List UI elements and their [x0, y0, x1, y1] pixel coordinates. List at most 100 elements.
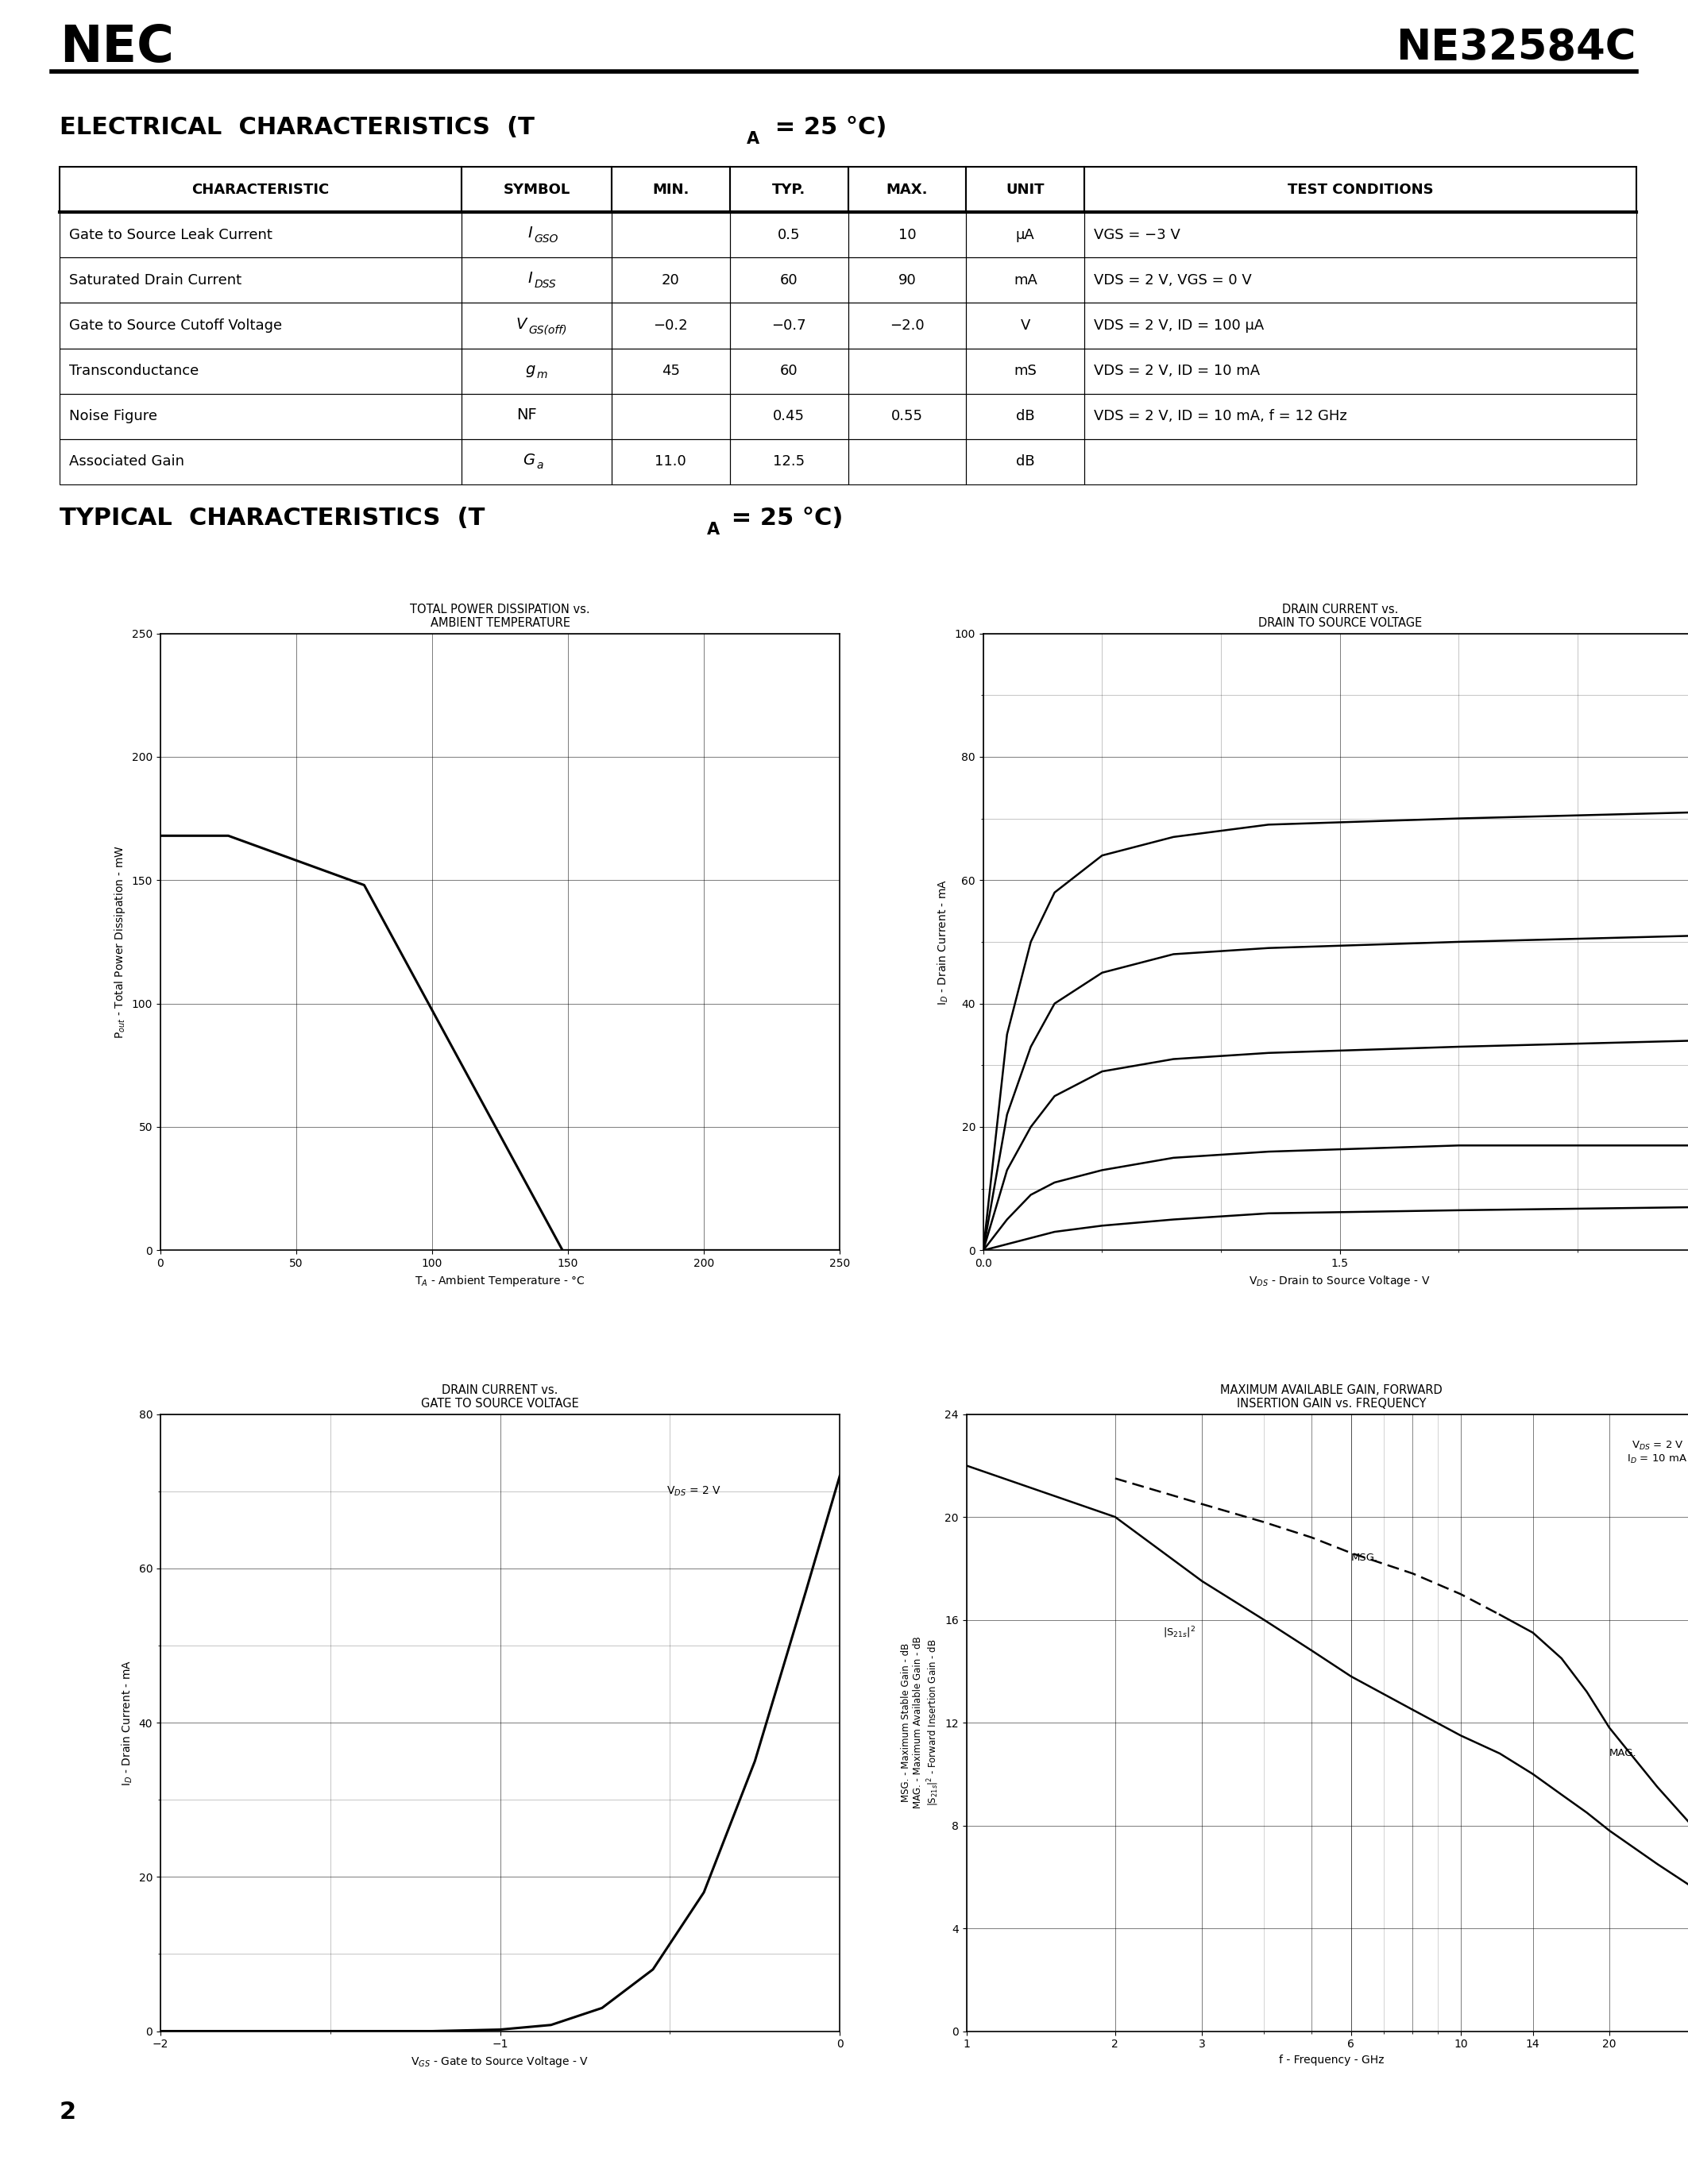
Title: MAXIMUM AVAILABLE GAIN, FORWARD
INSERTION GAIN vs. FREQUENCY: MAXIMUM AVAILABLE GAIN, FORWARD INSERTIO…	[1220, 1385, 1443, 1411]
Bar	[966, 258, 1084, 304]
Bar	[461, 258, 611, 304]
Text: V: V	[517, 317, 527, 332]
Text: V$_{DS}$ = 2 V
I$_D$ = 10 mA: V$_{DS}$ = 2 V I$_D$ = 10 mA	[1627, 1439, 1688, 1465]
Text: A: A	[746, 131, 760, 146]
Text: Transconductance: Transconductance	[69, 365, 199, 378]
Bar	[1084, 347, 1636, 393]
Text: MSG.: MSG.	[1350, 1553, 1377, 1564]
Text: Gate to Source Leak Current: Gate to Source Leak Current	[69, 227, 272, 242]
Bar	[729, 393, 847, 439]
Bar	[847, 304, 966, 347]
Text: DSS: DSS	[533, 280, 555, 290]
Bar	[729, 347, 847, 393]
Text: μA: μA	[1016, 227, 1035, 242]
Bar	[1084, 258, 1636, 304]
Bar	[847, 258, 966, 304]
Text: Associated Gain: Associated Gain	[69, 454, 184, 470]
Bar	[461, 347, 611, 393]
Text: NEC: NEC	[59, 24, 174, 72]
Text: UNIT: UNIT	[1006, 181, 1045, 197]
Y-axis label: I$_D$ - Drain Current - mA: I$_D$ - Drain Current - mA	[937, 878, 950, 1005]
Text: m: m	[537, 369, 547, 380]
Text: G: G	[523, 452, 535, 467]
Text: dB: dB	[1016, 454, 1035, 470]
Text: g: g	[525, 363, 535, 378]
Text: −0.7: −0.7	[771, 319, 807, 332]
Text: 12.5: 12.5	[773, 454, 805, 470]
Text: −2.0: −2.0	[890, 319, 925, 332]
Text: Noise Figure: Noise Figure	[69, 408, 157, 424]
Text: Saturated Drain Current: Saturated Drain Current	[69, 273, 241, 288]
Y-axis label: MSG. - Maximum Stable Gain - dB
MAG. - Maximum Available Gain - dB
|S$_{21s}$|$^: MSG. - Maximum Stable Gain - dB MAG. - M…	[901, 1636, 940, 1808]
Text: 11.0: 11.0	[655, 454, 687, 470]
Text: V$_{DS}$ = 2 V: V$_{DS}$ = 2 V	[667, 1485, 721, 1498]
Text: V: V	[1021, 319, 1030, 332]
Text: 60: 60	[780, 273, 798, 288]
Bar	[461, 393, 611, 439]
Bar	[729, 439, 847, 485]
Text: ELECTRICAL  CHARACTERISTICS  (T: ELECTRICAL CHARACTERISTICS (T	[59, 116, 535, 138]
Text: 90: 90	[898, 273, 917, 288]
Title: TOTAL POWER DISSIPATION vs.
AMBIENT TEMPERATURE: TOTAL POWER DISSIPATION vs. AMBIENT TEMP…	[410, 603, 591, 629]
Bar	[847, 439, 966, 485]
Bar	[1084, 439, 1636, 485]
Bar	[59, 258, 461, 304]
Bar	[966, 304, 1084, 347]
Text: GSO: GSO	[533, 234, 559, 245]
Text: mS: mS	[1014, 365, 1036, 378]
Text: 20: 20	[662, 273, 680, 288]
Text: VDS = 2 V, VGS = 0 V: VDS = 2 V, VGS = 0 V	[1094, 273, 1252, 288]
Text: 2: 2	[59, 2101, 76, 2125]
Text: dB: dB	[1016, 408, 1035, 424]
Bar	[461, 439, 611, 485]
Bar	[611, 304, 729, 347]
Text: 0.45: 0.45	[773, 408, 805, 424]
Bar	[461, 166, 611, 212]
Text: = 25 °C): = 25 °C)	[766, 116, 886, 138]
Text: CHARACTERISTIC: CHARACTERISTIC	[192, 181, 329, 197]
Bar	[611, 347, 729, 393]
X-axis label: V$_{GS}$ - Gate to Source Voltage - V: V$_{GS}$ - Gate to Source Voltage - V	[410, 2055, 589, 2068]
Text: MAG.: MAG.	[1609, 1749, 1637, 1758]
Text: 60: 60	[780, 365, 798, 378]
Bar	[729, 212, 847, 258]
Text: 45: 45	[662, 365, 680, 378]
Title: DRAIN CURRENT vs.
GATE TO SOURCE VOLTAGE: DRAIN CURRENT vs. GATE TO SOURCE VOLTAGE	[420, 1385, 579, 1411]
X-axis label: f - Frequency - GHz: f - Frequency - GHz	[1280, 2055, 1384, 2066]
Text: MIN.: MIN.	[652, 181, 689, 197]
Bar	[847, 212, 966, 258]
Bar	[1084, 304, 1636, 347]
Bar	[847, 166, 966, 212]
Bar	[461, 212, 611, 258]
Text: 0.5: 0.5	[778, 227, 800, 242]
Y-axis label: I$_D$ - Drain Current - mA: I$_D$ - Drain Current - mA	[120, 1660, 135, 1787]
Bar	[59, 439, 461, 485]
Bar	[59, 393, 461, 439]
Text: −0.2: −0.2	[653, 319, 689, 332]
Bar	[729, 166, 847, 212]
Bar	[59, 304, 461, 347]
Text: 0.55: 0.55	[891, 408, 923, 424]
Text: MAX.: MAX.	[886, 181, 928, 197]
Text: TYPICAL  CHARACTERISTICS  (T: TYPICAL CHARACTERISTICS (T	[59, 507, 484, 529]
Text: a: a	[537, 461, 544, 472]
Text: I: I	[528, 225, 532, 240]
Bar	[847, 347, 966, 393]
Bar	[1084, 393, 1636, 439]
Bar	[461, 304, 611, 347]
Text: I: I	[528, 271, 532, 286]
Bar	[729, 258, 847, 304]
Text: VDS = 2 V, ID = 10 mA: VDS = 2 V, ID = 10 mA	[1094, 365, 1261, 378]
Bar	[966, 393, 1084, 439]
Title: DRAIN CURRENT vs.
DRAIN TO SOURCE VOLTAGE: DRAIN CURRENT vs. DRAIN TO SOURCE VOLTAG…	[1258, 603, 1421, 629]
X-axis label: V$_{DS}$ - Drain to Source Voltage - V: V$_{DS}$ - Drain to Source Voltage - V	[1249, 1273, 1431, 1289]
Text: SYMBOL: SYMBOL	[503, 181, 571, 197]
Bar	[1084, 212, 1636, 258]
Text: = 25 °C): = 25 °C)	[722, 507, 842, 529]
Bar	[611, 166, 729, 212]
Text: NF: NF	[517, 406, 537, 422]
Bar	[729, 304, 847, 347]
Bar	[611, 439, 729, 485]
Text: VGS = −3 V: VGS = −3 V	[1094, 227, 1180, 242]
Bar	[59, 347, 461, 393]
